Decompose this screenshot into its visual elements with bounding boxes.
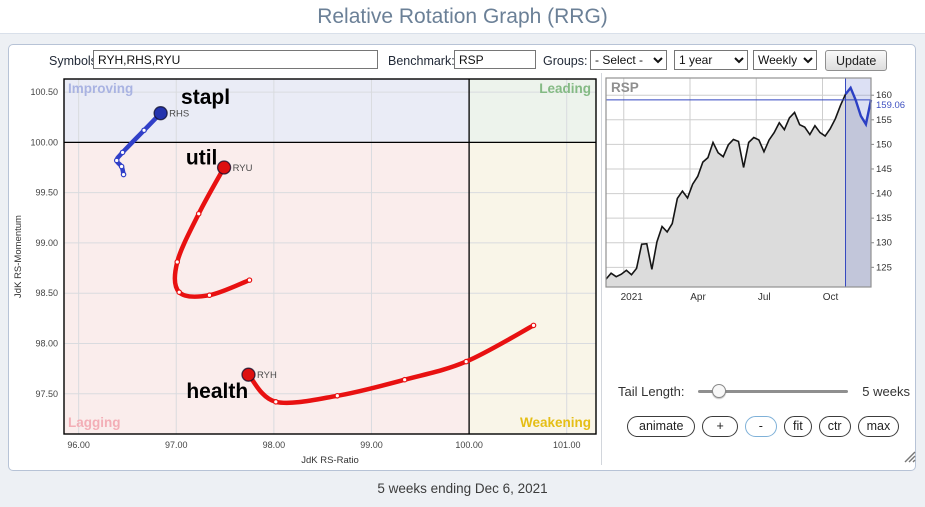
quadrant-label-leading: Leading xyxy=(539,81,591,96)
center-button[interactable]: ctr xyxy=(818,416,851,437)
chart-controls: animate + - fit ctr max xyxy=(627,416,900,437)
tail-length-slider-thumb[interactable] xyxy=(712,384,726,398)
resize-handle-icon[interactable] xyxy=(902,449,916,463)
svg-text:150: 150 xyxy=(876,139,892,150)
tail-ryu: RYU util xyxy=(172,146,253,299)
svg-text:100.50: 100.50 xyxy=(30,87,58,97)
symbols-label: Symbols: xyxy=(49,54,101,68)
svg-text:98.50: 98.50 xyxy=(35,288,58,298)
quadrant-label-weakening: Weakening xyxy=(520,415,591,430)
highlight-region xyxy=(845,78,871,287)
svg-text:98.00: 98.00 xyxy=(263,440,286,450)
head-dot-ryu xyxy=(216,160,232,175)
date-range-caption: 5 weeks ending Dec 6, 2021 xyxy=(377,481,548,496)
quadrant-label-improving: Improving xyxy=(68,81,133,96)
rrg-panel: Symbols: Benchmark: Groups: - Select - 1… xyxy=(8,44,916,471)
svg-text:130: 130 xyxy=(876,238,892,249)
quadrant-improving xyxy=(64,79,470,143)
svg-text:97.50: 97.50 xyxy=(35,389,58,399)
tail-ryh: RYH health xyxy=(186,322,537,406)
svg-text:2021: 2021 xyxy=(621,292,644,303)
max-button[interactable]: max xyxy=(857,416,900,437)
head-dot-rhs xyxy=(153,106,168,121)
svg-text:99.00: 99.00 xyxy=(360,440,383,450)
tail-length-row: Tail Length: 5 weeks xyxy=(618,383,910,401)
groups-select[interactable]: - Select - xyxy=(590,50,667,70)
fit-button[interactable]: fit xyxy=(783,416,812,437)
price-line xyxy=(605,93,847,280)
group-label: stapl xyxy=(181,86,230,109)
benchmark-label: Benchmark: xyxy=(388,54,455,68)
group-label: health xyxy=(186,380,248,403)
svg-text:Oct: Oct xyxy=(823,292,839,303)
svg-text:100.00: 100.00 xyxy=(455,440,483,450)
animate-button[interactable]: animate xyxy=(627,416,696,437)
benchmark-title: RSP xyxy=(611,80,639,95)
rrg-chart: 96.00 97.00 98.00 99.00 100.00 101.00 97.50 98.… xyxy=(13,78,597,466)
svg-text:96.00: 96.00 xyxy=(67,440,90,450)
tail-length-label: Tail Length: xyxy=(618,384,685,399)
svg-text:99.00: 99.00 xyxy=(35,238,58,248)
quadrant-label-lagging: Lagging xyxy=(68,415,121,430)
svg-text:99.50: 99.50 xyxy=(35,188,58,198)
price-line-recent xyxy=(844,85,873,128)
svg-text:135: 135 xyxy=(876,213,892,224)
svg-text:155: 155 xyxy=(876,115,892,126)
svg-text:160: 160 xyxy=(876,90,892,101)
svg-text:125: 125 xyxy=(876,262,892,273)
last-value-label: 159.06 xyxy=(876,100,905,111)
symbols-input[interactable] xyxy=(93,50,378,69)
svg-text:Apr: Apr xyxy=(690,292,706,303)
benchmark-chart: 125 130 135 140 145 150 155 160 2021 Apr Jul Oct 159… xyxy=(605,77,905,303)
svg-text:101.00: 101.00 xyxy=(553,440,581,450)
svg-text:100.00: 100.00 xyxy=(30,137,58,147)
quadrant-leading xyxy=(469,79,596,143)
svg-text:140: 140 xyxy=(876,189,892,200)
groups-label: Groups: xyxy=(543,54,588,68)
symbol-label: RYH xyxy=(257,370,277,381)
svg-text:145: 145 xyxy=(876,164,892,175)
tail-length-value: 5 weeks xyxy=(862,384,910,399)
price-area xyxy=(606,87,871,287)
zoom-in-button[interactable]: + xyxy=(702,416,738,437)
page-title: Relative Rotation Graph (RRG) xyxy=(317,5,608,28)
svg-text:98.00: 98.00 xyxy=(35,338,58,348)
frequency-select[interactable]: Weekly xyxy=(753,50,817,70)
period-select[interactable]: 1 year xyxy=(674,50,748,70)
symbol-label: RHS xyxy=(169,109,189,120)
head-dot-ryh xyxy=(241,367,256,382)
svg-text:97.00: 97.00 xyxy=(165,440,188,450)
tail-length-slider-track[interactable] xyxy=(698,384,848,398)
benchmark-input[interactable] xyxy=(454,50,536,69)
symbol-label: RYU xyxy=(233,163,253,174)
update-button[interactable]: Update xyxy=(825,50,888,71)
group-label: util xyxy=(186,146,218,169)
svg-text:Jul: Jul xyxy=(758,292,771,303)
x-axis-title: JdK RS-Ratio xyxy=(301,455,359,466)
title-bar: Relative Rotation Graph (RRG) xyxy=(0,0,925,34)
sidebar-divider[interactable] xyxy=(601,73,602,465)
quadrant-lagging xyxy=(64,142,470,434)
quadrant-weakening xyxy=(469,142,596,434)
y-axis-title: JdK RS-Momentum xyxy=(13,215,24,298)
zoom-out-button[interactable]: - xyxy=(744,416,777,437)
